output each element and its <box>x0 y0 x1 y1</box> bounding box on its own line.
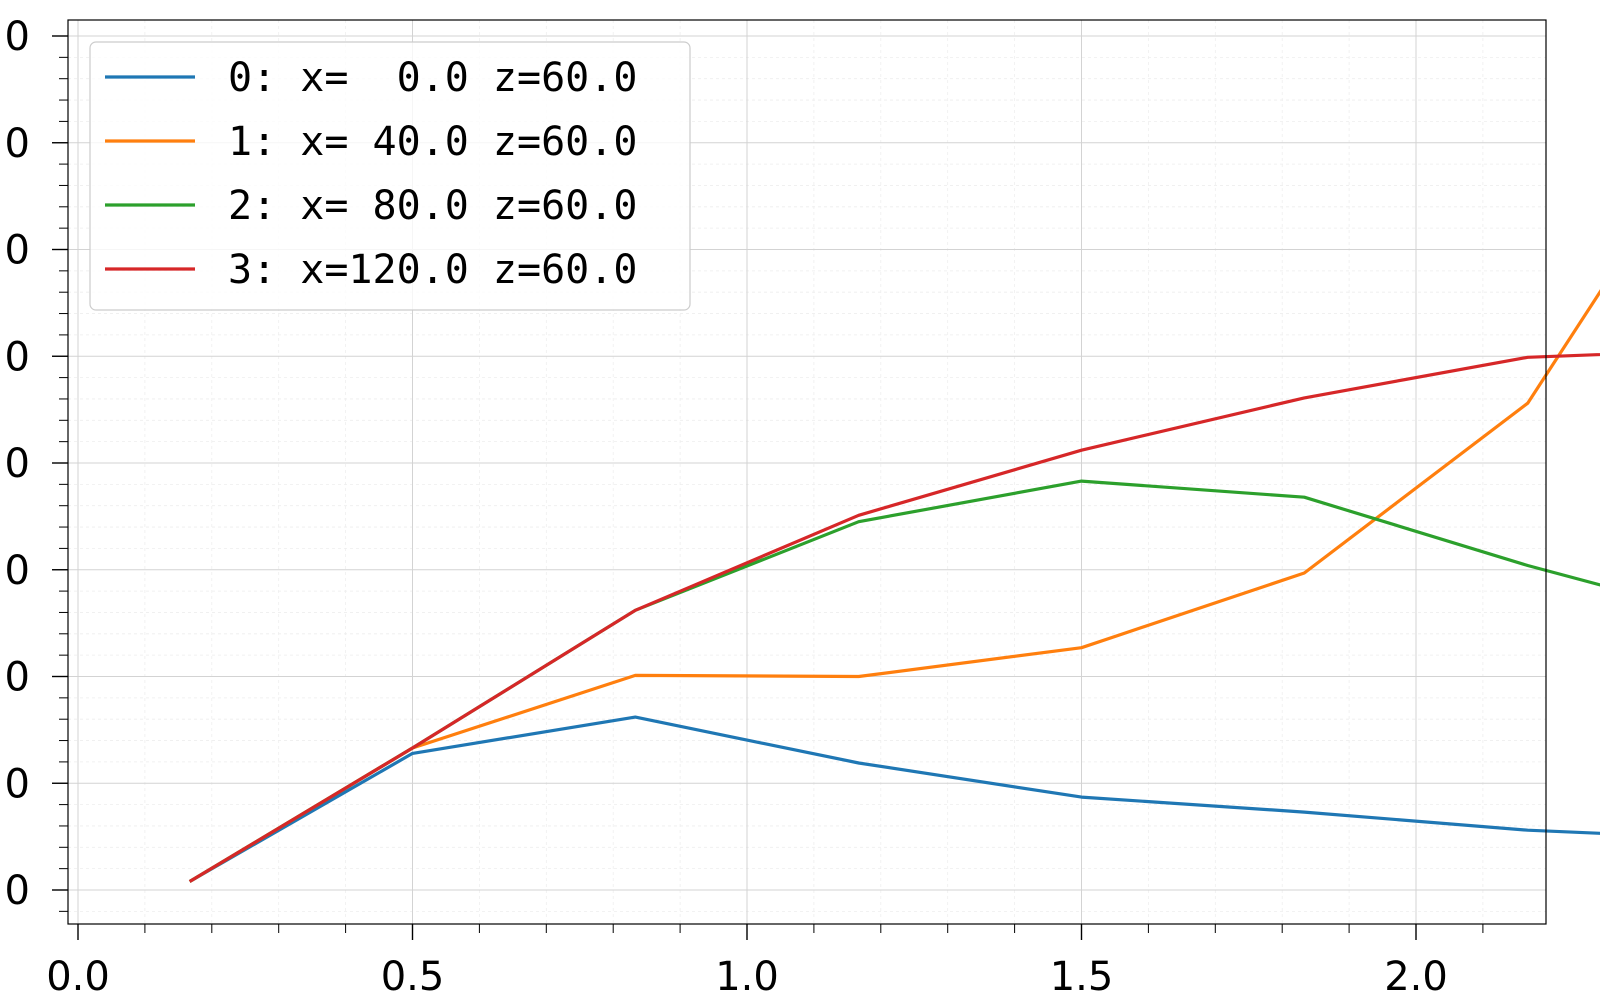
legend-label-0: 0: x= 0.0 z=60.0 <box>228 55 637 101</box>
y-tick-label: 0 <box>5 228 30 274</box>
x-tick-label: 1.0 <box>715 954 779 1000</box>
legend-label-3: 3: x=120.0 z=60.0 <box>228 247 637 293</box>
series-line-1 <box>188 289 1600 883</box>
y-tick-label: 0 <box>5 548 30 594</box>
x-tick-label: 1.5 <box>1050 954 1114 1000</box>
x-tick-label: 0.5 <box>381 954 445 1000</box>
x-tick-label: 0.0 <box>46 954 110 1000</box>
x-tick-label: 2.0 <box>1384 954 1448 1000</box>
legend-label-2: 2: x= 80.0 z=60.0 <box>228 183 637 229</box>
plot-frame <box>67 19 1547 925</box>
minor-grid <box>68 20 1546 924</box>
legend-box <box>89 41 691 311</box>
y-tick-label: 0 <box>5 868 30 914</box>
legend: 0: x= 0.0 z=60.0 1: x= 40.0 z=60.0 2: x= 8… <box>89 41 691 311</box>
series-lines <box>188 289 1600 883</box>
legend-label-1: 1: x= 40.0 z=60.0 <box>228 119 637 165</box>
y-tick-label: 0 <box>5 655 30 701</box>
x-axis: 0.00.51.01.52.02.53.03.54.0 <box>46 924 1484 1000</box>
y-tick-label: 0 <box>5 761 30 807</box>
y-tick-label: 0 <box>5 441 30 487</box>
series-line-0 <box>188 715 1600 883</box>
y-axis: 0 0 0 0 0 0 0 0 0 <box>5 14 68 914</box>
y-tick-label: 0 <box>5 14 30 60</box>
series-line-3 <box>188 352 1600 883</box>
y-tick-label: 0 <box>5 334 30 380</box>
y-tick-label: 0 <box>5 121 30 167</box>
